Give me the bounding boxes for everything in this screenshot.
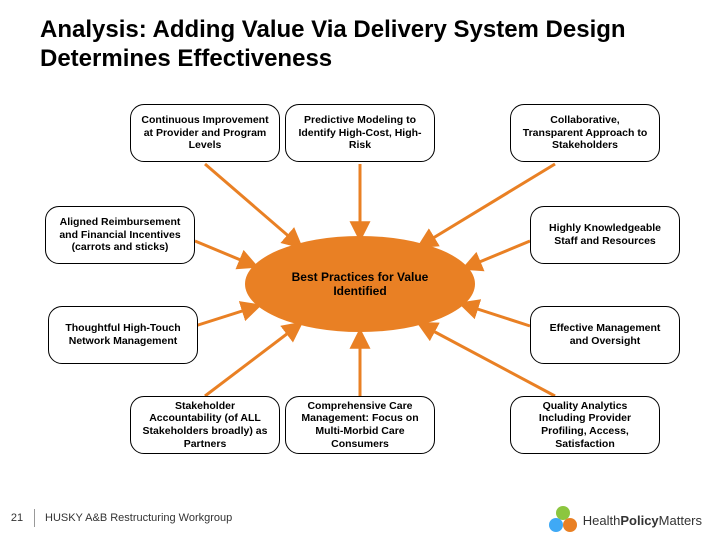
brand-suffix: Matters (659, 513, 702, 528)
node-n5: Thoughtful High-Touch Network Management (48, 306, 198, 364)
slide-title: Analysis: Adding Value Via Delivery Syst… (40, 16, 680, 74)
node-n3: Aligned Reimbursement and Financial Ince… (45, 206, 195, 264)
diagram-area: Best Practices for Value Identified Cont… (0, 96, 720, 496)
node-n0: Continuous Improvement at Provider and P… (130, 104, 280, 162)
brand-bold: Policy (620, 513, 658, 528)
node-n8: Comprehensive Care Management: Focus on … (285, 396, 435, 454)
logo-mark-icon (549, 506, 577, 534)
brand-logo: HealthPolicyMatters (549, 506, 702, 534)
footer-divider (34, 509, 35, 527)
page-number: 21 (0, 512, 34, 524)
center-label: Best Practices for Value Identified (280, 270, 440, 299)
brand-prefix: Health (583, 513, 621, 528)
logo-text: HealthPolicyMatters (583, 513, 702, 528)
node-n7: Stakeholder Accountability (of ALL Stake… (130, 396, 280, 454)
node-n9: Quality Analytics Including Provider Pro… (510, 396, 660, 454)
node-n4: Highly Knowledgeable Staff and Resources (530, 206, 680, 264)
node-n2: Collaborative, Transparent Approach to S… (510, 104, 660, 162)
center-oval: Best Practices for Value Identified (245, 236, 475, 332)
node-n6: Effective Management and Oversight (530, 306, 680, 364)
node-n1: Predictive Modeling to Identify High-Cos… (285, 104, 435, 162)
